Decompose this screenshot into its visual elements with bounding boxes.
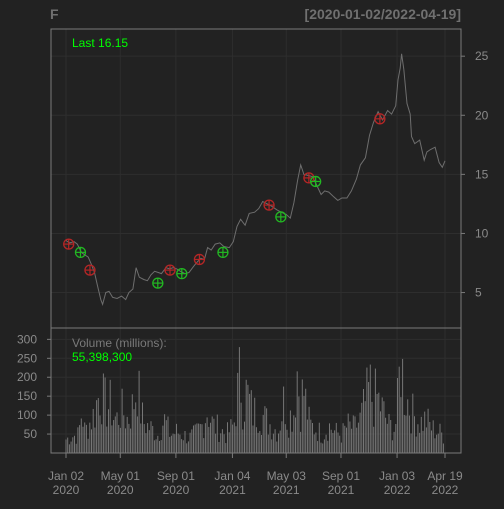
date-tick-label: Sep 01 <box>157 469 195 483</box>
date-tick-year-label: 2022 <box>384 483 411 497</box>
date-range-title: [2020-01-02/2022-04-19] <box>305 6 461 22</box>
date-tick-year-label: 2022 <box>432 483 459 497</box>
date-tick-label: May 01 <box>101 469 141 483</box>
buy-signal-marker <box>310 175 322 188</box>
price-line <box>65 53 446 307</box>
date-tick-year-label: 2020 <box>163 483 190 497</box>
buy-signal-marker <box>152 277 164 289</box>
price-tick-label: 20 <box>475 108 489 122</box>
trade-signal-markers <box>63 113 386 289</box>
grid-layer <box>51 29 461 453</box>
volume-tick-label: 150 <box>17 389 37 403</box>
date-tick-label: Jan 03 <box>379 469 415 483</box>
symbol-title: F <box>50 6 59 22</box>
volume-panel-border <box>50 327 462 454</box>
volume-bars <box>65 347 444 453</box>
last-price-label: Last 16.15 <box>72 36 128 50</box>
volume-axis: 50 100 150 200 250 300 <box>17 332 51 441</box>
date-tick-label: Jan 02 <box>48 469 84 483</box>
volume-tick-label: 300 <box>17 332 37 346</box>
sell-signal-marker <box>374 113 386 125</box>
volume-tick-label: 100 <box>17 408 37 422</box>
sell-signal-marker <box>193 253 206 266</box>
price-axis: 5 10 15 20 25 <box>461 49 489 300</box>
date-tick-label: May 03 <box>267 469 307 483</box>
volume-tick-label: 50 <box>24 427 38 441</box>
buy-signal-marker <box>176 267 188 280</box>
date-tick-label: Apr 19 <box>427 469 463 483</box>
date-tick-year-label: 2020 <box>53 483 80 497</box>
date-tick-label: Sep 01 <box>322 469 360 483</box>
buy-signal-marker <box>217 246 229 259</box>
date-tick-label: Jan 04 <box>214 469 250 483</box>
buy-signal-marker <box>74 246 87 259</box>
buy-signal-marker <box>275 211 287 223</box>
volume-tick-label: 250 <box>17 351 37 365</box>
volume-last-value: 55,398,300 <box>72 350 132 364</box>
volume-tick-label: 200 <box>17 370 37 384</box>
sell-signal-marker <box>84 264 96 276</box>
sell-signal-marker <box>164 264 176 276</box>
date-tick-year-label: 2021 <box>273 483 300 497</box>
volume-panel-title: Volume (millions): <box>72 336 167 350</box>
date-tick-year-label: 2020 <box>107 483 134 497</box>
sell-signal-marker <box>263 199 275 211</box>
sell-signal-marker <box>63 238 75 250</box>
price-tick-label: 15 <box>475 167 489 181</box>
date-tick-year-label: 2021 <box>328 483 355 497</box>
date-tick-year-label: 2021 <box>219 483 246 497</box>
price-tick-label: 10 <box>475 226 489 240</box>
price-tick-label: 25 <box>475 49 489 63</box>
price-tick-label: 5 <box>475 286 482 300</box>
